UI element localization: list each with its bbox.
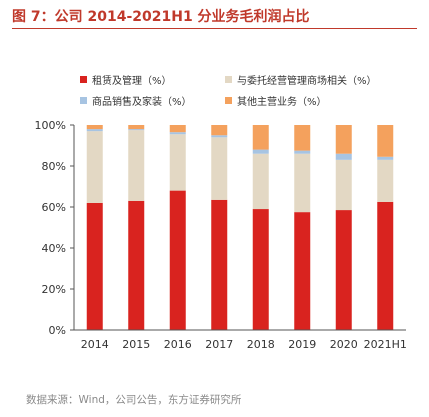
- bar-segment-2021H1-0: [377, 201, 394, 330]
- bar-segment-2021H1-1: [377, 159, 394, 202]
- bar-segment-2020-1: [335, 159, 352, 211]
- y-tick-label: 60%: [42, 201, 66, 214]
- bar-segment-2020-3: [335, 125, 352, 154]
- bar-segment-2019-3: [294, 125, 311, 151]
- legend-label-leasing: 租赁及管理（%）: [92, 76, 172, 87]
- legend-label-sales: 商品销售及家装（%）: [92, 97, 192, 108]
- bar-segment-2019-1: [294, 153, 311, 213]
- legend-swatch-entrusted: [225, 76, 232, 83]
- x-tick-label: 2015: [122, 338, 150, 351]
- bar-segment-2014-1: [86, 131, 103, 203]
- bar-segment-2019-2: [294, 150, 311, 154]
- bar-segment-2020-2: [335, 153, 352, 160]
- bar-segment-2018-2: [252, 149, 269, 154]
- x-tick-label: 2021H1: [364, 338, 407, 351]
- bar-segment-2020-0: [335, 210, 352, 330]
- bar-segment-2018-1: [252, 153, 269, 210]
- x-tick-label: 2014: [81, 338, 109, 351]
- bar-segment-2016-2: [169, 132, 186, 135]
- x-tick-label: 2016: [164, 338, 192, 351]
- legend-item-other: 其他主营业务（%）: [225, 93, 327, 108]
- y-tick-label: 40%: [42, 242, 66, 255]
- bar-segment-2015-1: [128, 130, 145, 201]
- x-tick-label: 2019: [288, 338, 316, 351]
- bar-segment-2015-2: [128, 129, 145, 131]
- y-tick-label: 0%: [49, 324, 66, 337]
- legend-label-other: 其他主营业务（%）: [237, 97, 327, 108]
- bar-segment-2014-0: [86, 202, 103, 330]
- y-tick-label: 100%: [35, 119, 66, 132]
- legend-item-leasing: 租赁及管理（%）: [80, 72, 172, 87]
- data-source: 数据来源：Wind，公司公告，东方证券研究所: [26, 394, 242, 406]
- y-tick-label: 80%: [42, 160, 66, 173]
- bar-segment-2018-3: [252, 125, 269, 150]
- bar-segment-2016-3: [169, 125, 186, 133]
- legend-swatch-other: [225, 97, 232, 104]
- bar-segment-2021H1-3: [377, 125, 394, 157]
- legend-item-entrusted: 与委托经营管理商场相关（%）: [225, 72, 377, 87]
- bar-segment-2017-1: [211, 137, 228, 200]
- bar-segment-2018-0: [252, 209, 269, 330]
- bar-segment-2015-3: [128, 125, 145, 130]
- legend-item-sales: 商品销售及家装（%）: [80, 93, 192, 108]
- legend-swatch-sales: [80, 97, 87, 104]
- bar-segment-2014-2: [86, 129, 103, 132]
- title-underline: [12, 28, 417, 29]
- bar-segment-2021H1-2: [377, 156, 394, 160]
- bar-segment-2017-2: [211, 135, 228, 138]
- bar-segment-2016-0: [169, 190, 186, 330]
- bar-segment-2017-0: [211, 199, 228, 330]
- legend-label-entrusted: 与委托经营管理商场相关（%）: [237, 76, 377, 87]
- figure-title: 图 7：公司 2014-2021H1 分业务毛利润占比: [12, 9, 310, 25]
- bar-segment-2014-3: [86, 125, 103, 130]
- bar-segment-2019-0: [294, 212, 311, 330]
- legend-swatch-leasing: [80, 76, 87, 83]
- x-tick-label: 2018: [247, 338, 275, 351]
- y-tick-label: 20%: [42, 283, 66, 296]
- bar-segment-2015-0: [128, 200, 145, 330]
- bar-segment-2016-1: [169, 134, 186, 191]
- x-tick-label: 2017: [205, 338, 233, 351]
- x-tick-label: 2020: [330, 338, 358, 351]
- bar-segment-2017-3: [211, 125, 228, 136]
